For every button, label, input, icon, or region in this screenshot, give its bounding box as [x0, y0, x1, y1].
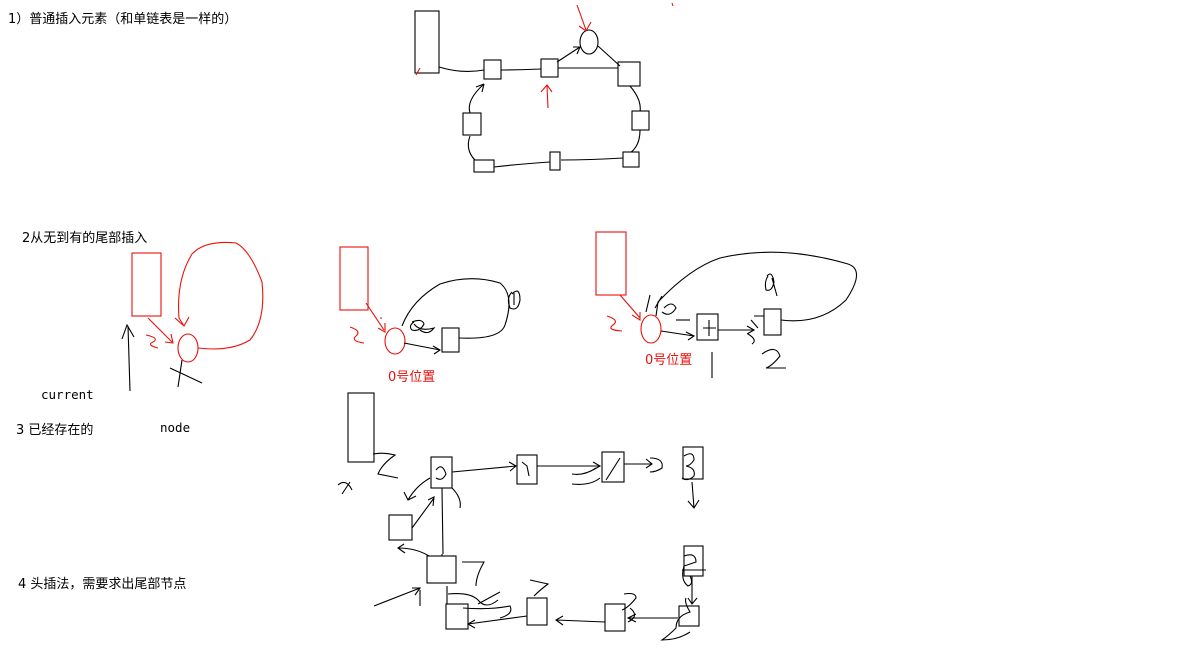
new-head-node: [426, 555, 457, 584]
zero-node: [384, 327, 406, 355]
second-node: [441, 327, 460, 353]
tail-node: [678, 605, 700, 627]
section-4-title: 4 头插法，需要求出尾部节点: [18, 577, 187, 592]
diagram-tail-insert-third: [595, 231, 858, 378]
ring-node: [483, 59, 502, 80]
ring-node: [631, 110, 650, 131]
head-pointer-box: [339, 246, 369, 311]
diagram-insert-ring: [414, 2, 674, 173]
section-3-title: 3 已经存在的: [16, 423, 94, 438]
list-node: [445, 603, 469, 630]
list-node: [516, 454, 538, 485]
third-node: [763, 308, 782, 336]
ring-node: [540, 58, 559, 78]
position-zero-label: 0号位置: [645, 353, 693, 368]
new-node: [579, 29, 599, 55]
list-node: [430, 456, 453, 489]
ring-node: [549, 151, 561, 171]
ring-node: [473, 159, 495, 173]
ring-node: [622, 151, 640, 168]
section-1-title: 1）普通插入元素（和单链表是一样的）: [8, 12, 238, 27]
list-node: [683, 545, 704, 577]
diagram-head-insert: [373, 496, 706, 641]
diagram-tail-insert-empty: [121, 241, 264, 392]
head-pointer-box: [414, 10, 440, 74]
ring-node: [617, 61, 641, 87]
list-node: [604, 603, 626, 632]
red-arrow-prev-node: [540, 84, 553, 109]
head-pointer-box: [347, 392, 375, 463]
current-label: current: [41, 387, 94, 402]
list-node: [601, 451, 625, 483]
red-arrow-new-node: [576, 4, 592, 32]
list-node: [682, 446, 704, 480]
ring-node: [462, 112, 482, 136]
section-2-title: 2从无到有的尾部插入: [22, 231, 148, 246]
head-pointer-box: [595, 231, 627, 296]
node-label: node: [160, 420, 191, 435]
first-node: [177, 333, 199, 363]
list-node: [526, 597, 548, 626]
position-zero-label: 0号位置: [388, 370, 436, 385]
diagram-existing-list: [337, 392, 704, 558]
self-loop-arrow: [174, 241, 264, 350]
list-node: [388, 514, 413, 541]
current-arrow: [121, 323, 135, 392]
zero-node: [640, 314, 662, 344]
head-pointer-box: [131, 252, 162, 317]
second-node: [696, 313, 719, 341]
diagram-tail-insert-second: [339, 246, 521, 355]
